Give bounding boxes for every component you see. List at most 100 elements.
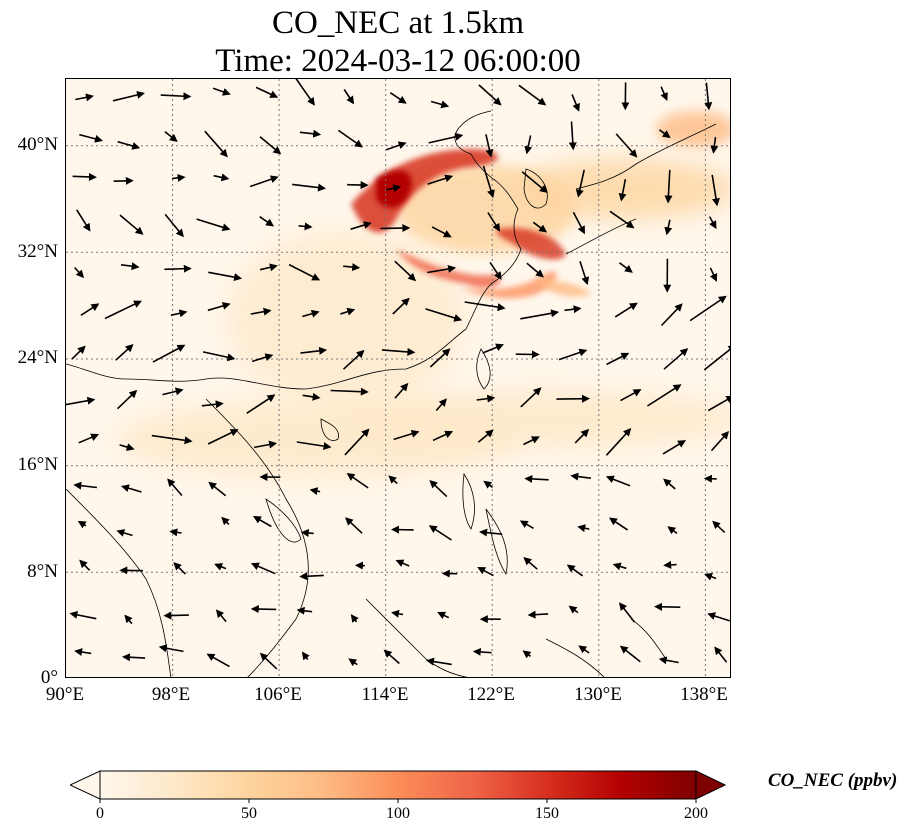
wind-arrow <box>167 478 183 497</box>
lon-tick-label: 90°E <box>45 684 85 705</box>
wind-arrow <box>660 86 668 101</box>
wind-arrow <box>300 346 328 355</box>
wind-arrow <box>532 221 548 233</box>
wind-arrow <box>79 559 91 571</box>
wind-arrow <box>489 261 502 280</box>
wind-arrow <box>164 264 192 273</box>
wind-arrow <box>524 135 533 155</box>
wind-arrow <box>250 605 277 614</box>
wind-arrow <box>204 130 228 158</box>
wind-arrow <box>524 474 549 483</box>
wind-arrow <box>74 648 92 656</box>
colorbar-gradient <box>99 770 697 800</box>
wind-arrow <box>435 398 447 412</box>
wind-arrow <box>212 87 231 96</box>
wind-arrow <box>605 475 631 487</box>
wind-arrow <box>295 79 315 106</box>
wind-arrow <box>566 564 584 577</box>
wind-arrow <box>664 169 673 204</box>
wind-arrow <box>428 525 452 541</box>
wind-arrow <box>579 260 590 286</box>
wind-arrow <box>712 520 726 533</box>
wind-arrow <box>116 389 138 410</box>
wind-arrow <box>707 395 730 412</box>
wind-arrow <box>518 84 547 106</box>
lon-tick-label: 138°E <box>680 684 728 705</box>
wind-arrow <box>568 605 579 614</box>
lon-tick-label: 106°E <box>254 684 302 705</box>
wind-arrow <box>160 92 192 101</box>
lon-tick-label: 98°E <box>151 684 191 705</box>
wind-arrow <box>350 614 359 623</box>
wind-arrow <box>73 481 97 490</box>
wind-arrow <box>663 560 677 569</box>
wind-arrow <box>343 89 355 105</box>
map-panel <box>65 78 731 678</box>
wind-arrow <box>487 212 501 232</box>
wind-arrow <box>426 657 452 666</box>
wind-arrow <box>104 300 142 320</box>
wind-arrow <box>523 557 538 570</box>
wind-arrow <box>476 394 496 403</box>
wind-arrow <box>152 344 186 363</box>
lon-tick-label: 122°E <box>467 684 515 705</box>
wind-arrow <box>254 440 278 449</box>
wind-arrow <box>389 92 407 104</box>
wind-arrow <box>115 344 134 361</box>
wind-arrow <box>612 562 627 571</box>
wind-arrow <box>574 428 590 444</box>
map-canvas <box>66 79 730 677</box>
wind-arrow <box>343 263 361 272</box>
wind-arrow <box>619 602 636 623</box>
wind-arrow <box>299 572 324 581</box>
wind-arrow <box>196 218 231 232</box>
wind-arrow <box>619 645 641 663</box>
colorbar <box>70 770 726 803</box>
gridlines <box>66 79 730 677</box>
wind-arrow <box>662 440 686 455</box>
lat-tick-label: 40°N <box>17 134 58 155</box>
wind-arrow <box>255 86 279 98</box>
wind-arrow <box>66 396 96 406</box>
wind-arrow <box>618 179 627 202</box>
lon-tick-label: 130°E <box>574 684 622 705</box>
wind-arrow <box>158 644 184 653</box>
wind-arrow <box>383 649 400 665</box>
wind-arrow <box>208 481 227 497</box>
wind-arrow <box>519 520 534 529</box>
wind-arrow <box>606 352 630 366</box>
map-title-line1: CO_NEC at 1.5km <box>271 5 525 41</box>
colorbar-min-extend <box>70 770 101 800</box>
wind-arrow <box>344 428 370 456</box>
wind-arrow <box>302 392 321 401</box>
wind-arrow <box>122 653 146 662</box>
wind-arrow <box>75 93 94 102</box>
wind-arrow <box>206 653 230 668</box>
wind-arrow <box>667 526 678 535</box>
wind-arrow <box>707 612 730 622</box>
wind-arrow <box>605 428 632 456</box>
wind-arrow <box>301 651 310 661</box>
wind-arrow <box>116 529 133 537</box>
wind-arrow <box>472 647 492 656</box>
wind-arrow <box>663 478 676 490</box>
wind-arrow <box>80 303 100 316</box>
wind-arrow <box>609 210 635 229</box>
colorbar-tick-label: 100 <box>386 805 410 822</box>
wind-arrow <box>251 353 274 363</box>
wind-arrow <box>483 480 493 489</box>
wind-arrow <box>660 303 683 327</box>
wind-arrow <box>520 387 542 408</box>
wind-arrow <box>620 389 642 402</box>
wind-arrow <box>249 175 279 188</box>
wind-arrow <box>654 602 681 611</box>
wind-arrow <box>658 656 679 665</box>
wind-arrow <box>394 260 417 282</box>
wind-arrow <box>394 382 409 399</box>
wind-arrow <box>309 487 321 496</box>
wind-arrow <box>710 136 719 154</box>
wind-arrow <box>430 100 450 109</box>
wind-arrow <box>345 517 363 534</box>
wind-arrow <box>298 222 313 231</box>
wind-arrow <box>71 345 86 360</box>
